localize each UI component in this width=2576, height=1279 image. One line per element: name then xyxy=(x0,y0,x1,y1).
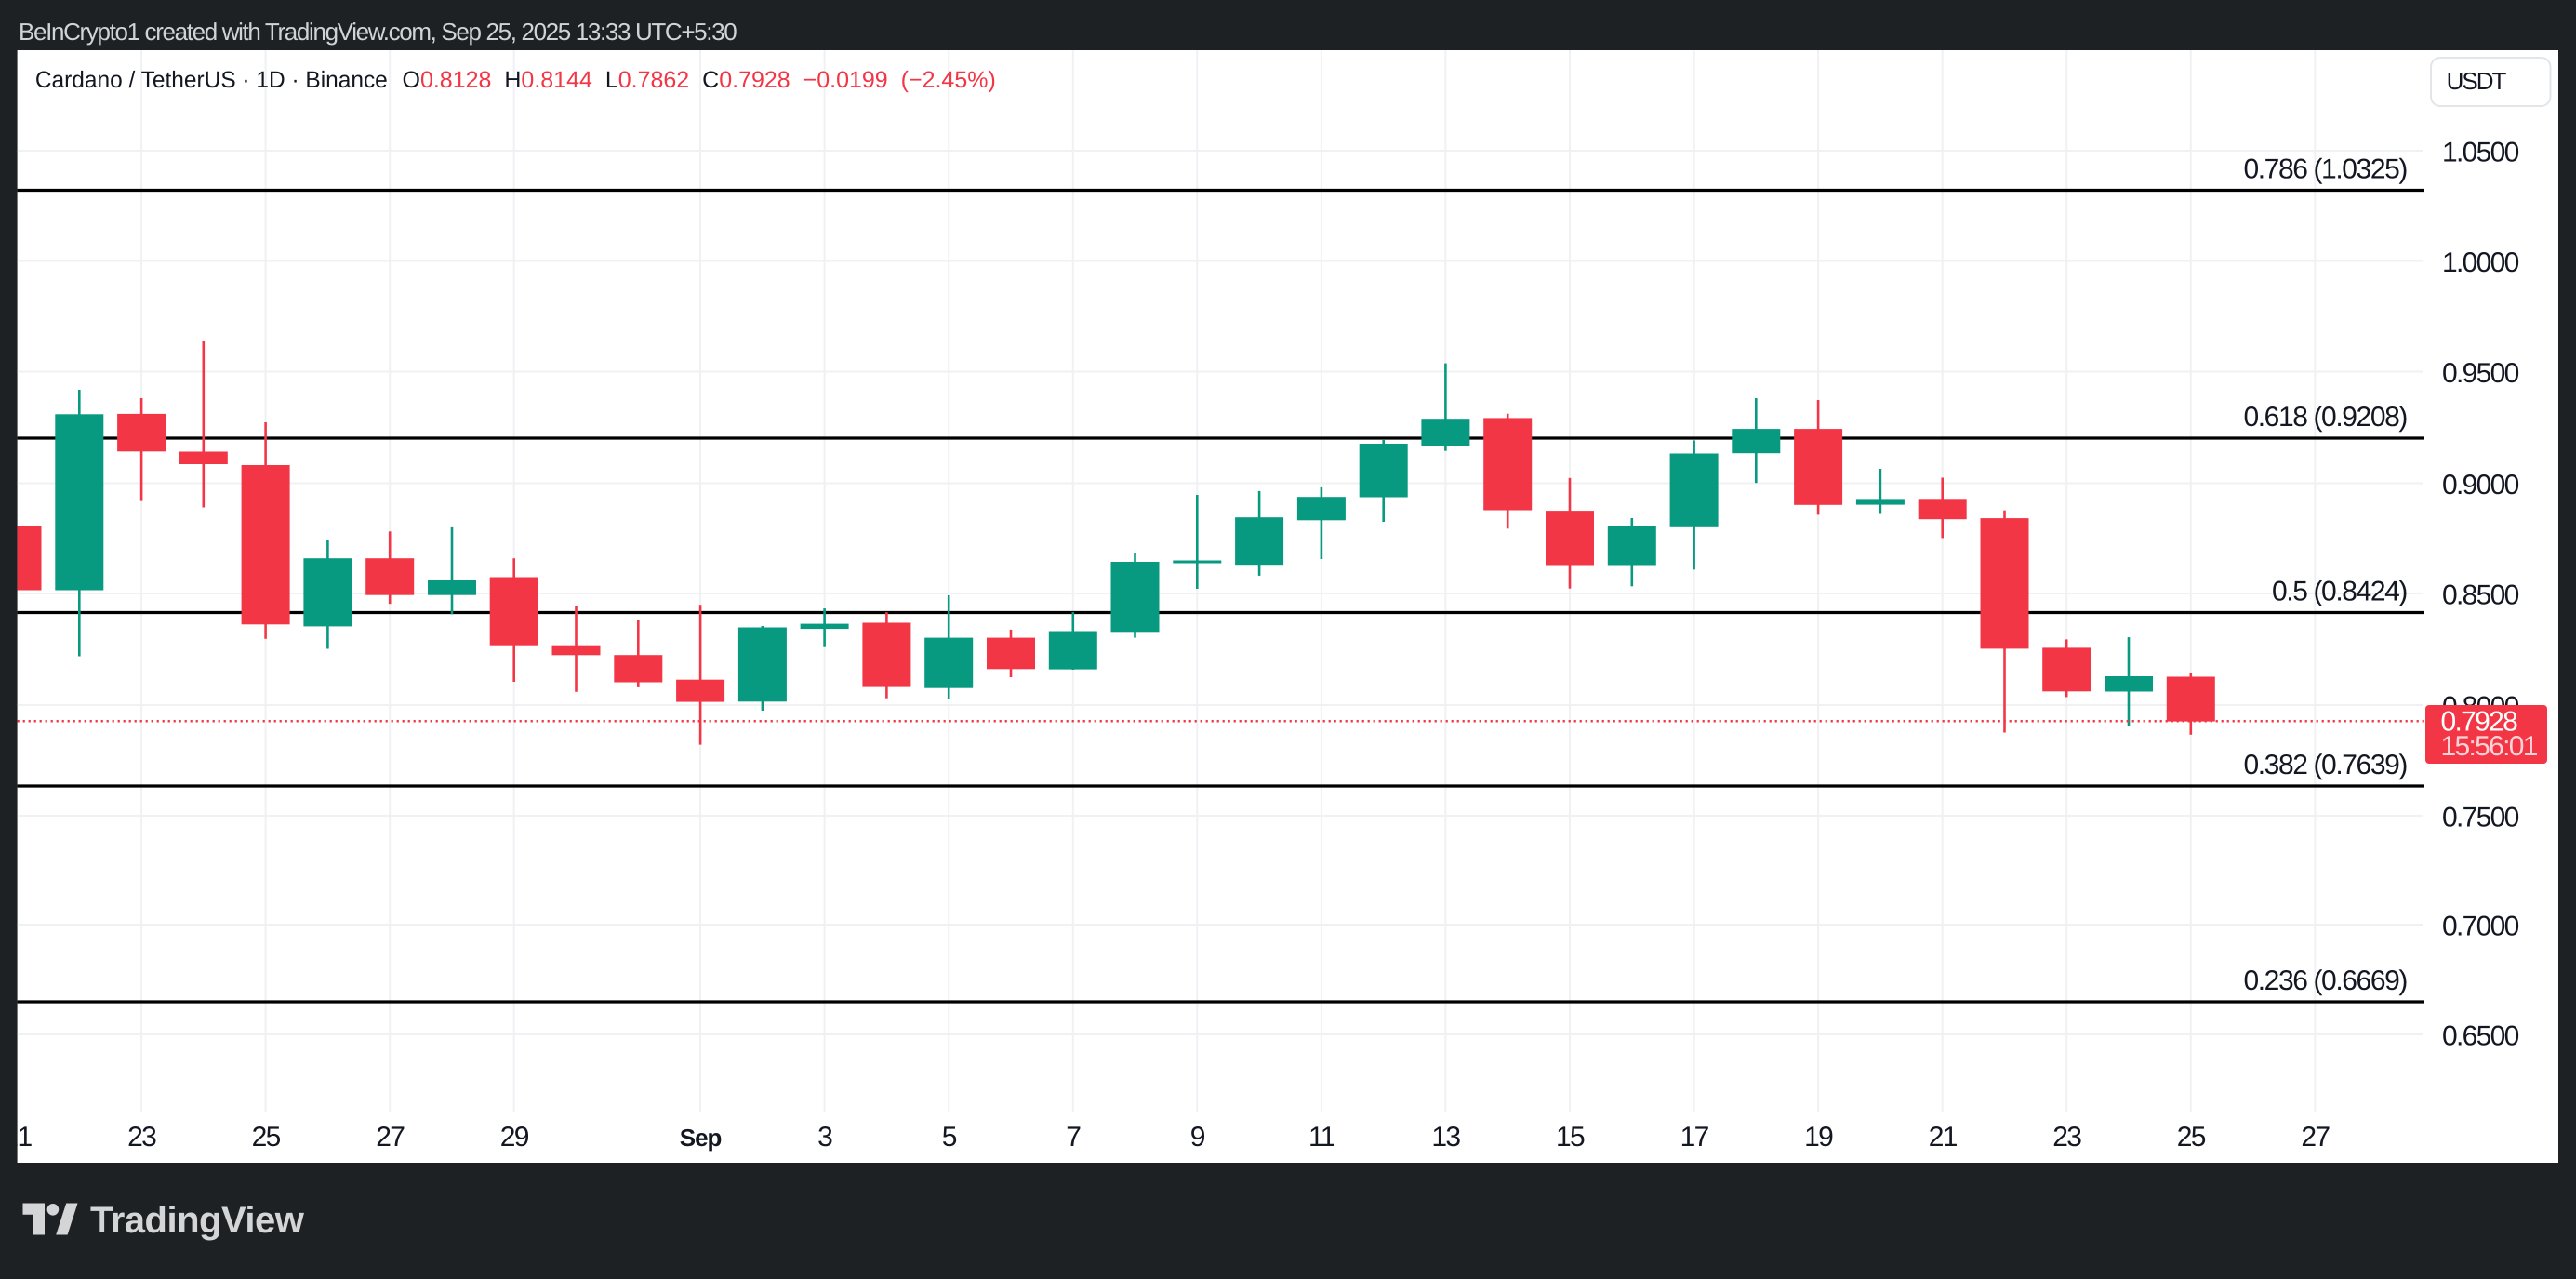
svg-text:O0.8128 H0.8144 L0.7862 C0.792: O0.8128 H0.8144 L0.7862 C0.7928 −0.0199 … xyxy=(403,67,996,93)
svg-text:3: 3 xyxy=(817,1122,832,1152)
svg-text:TradingView: TradingView xyxy=(90,1200,305,1241)
svg-text:0.786 (1.0325): 0.786 (1.0325) xyxy=(2243,154,2407,185)
svg-text:0.6500: 0.6500 xyxy=(2442,1021,2519,1052)
svg-text:USDT: USDT xyxy=(2447,67,2507,95)
svg-text:0.236 (0.6669): 0.236 (0.6669) xyxy=(2243,966,2407,996)
svg-text:9: 9 xyxy=(1190,1122,1205,1152)
svg-text:7: 7 xyxy=(1066,1122,1081,1152)
svg-text:27: 27 xyxy=(2301,1122,2330,1152)
svg-text:5: 5 xyxy=(942,1122,957,1152)
svg-text:0.618 (0.9208): 0.618 (0.9208) xyxy=(2243,402,2407,433)
svg-text:15:56:01: 15:56:01 xyxy=(2441,731,2538,762)
svg-text:0.9500: 0.9500 xyxy=(2442,358,2519,389)
svg-text:1.0500: 1.0500 xyxy=(2442,138,2519,168)
svg-text:13: 13 xyxy=(1431,1122,1460,1152)
svg-text:17: 17 xyxy=(1680,1122,1709,1152)
svg-text:0.7928: 0.7928 xyxy=(2441,707,2518,738)
svg-text:19: 19 xyxy=(1804,1122,1833,1152)
svg-text:11: 11 xyxy=(1308,1122,1335,1152)
svg-text:23: 23 xyxy=(2052,1122,2081,1152)
svg-text:15: 15 xyxy=(1556,1122,1585,1152)
svg-text:0.9000: 0.9000 xyxy=(2442,470,2519,500)
svg-text:27: 27 xyxy=(376,1122,405,1152)
svg-text:23: 23 xyxy=(127,1122,156,1152)
svg-text:Sep: Sep xyxy=(680,1124,722,1152)
svg-text:21: 21 xyxy=(4,1122,33,1152)
svg-text:0.8500: 0.8500 xyxy=(2442,580,2519,611)
svg-text:0.5 (0.8424): 0.5 (0.8424) xyxy=(2272,577,2407,607)
svg-text:25: 25 xyxy=(2177,1122,2206,1152)
svg-text:29: 29 xyxy=(500,1122,529,1152)
svg-text:0.7500: 0.7500 xyxy=(2442,803,2519,833)
svg-text:1.0000: 1.0000 xyxy=(2442,247,2519,278)
svg-text:Cardano / TetherUS · 1D · Bina: Cardano / TetherUS · 1D · Binance xyxy=(35,67,388,93)
svg-text:0.7000: 0.7000 xyxy=(2442,912,2519,942)
svg-text:BeInCrypto1 created with Tradi: BeInCrypto1 created with TradingView.com… xyxy=(19,18,737,46)
svg-text:25: 25 xyxy=(252,1122,281,1152)
svg-text:21: 21 xyxy=(1929,1122,1958,1152)
svg-text:0.382 (0.7639): 0.382 (0.7639) xyxy=(2243,750,2407,780)
